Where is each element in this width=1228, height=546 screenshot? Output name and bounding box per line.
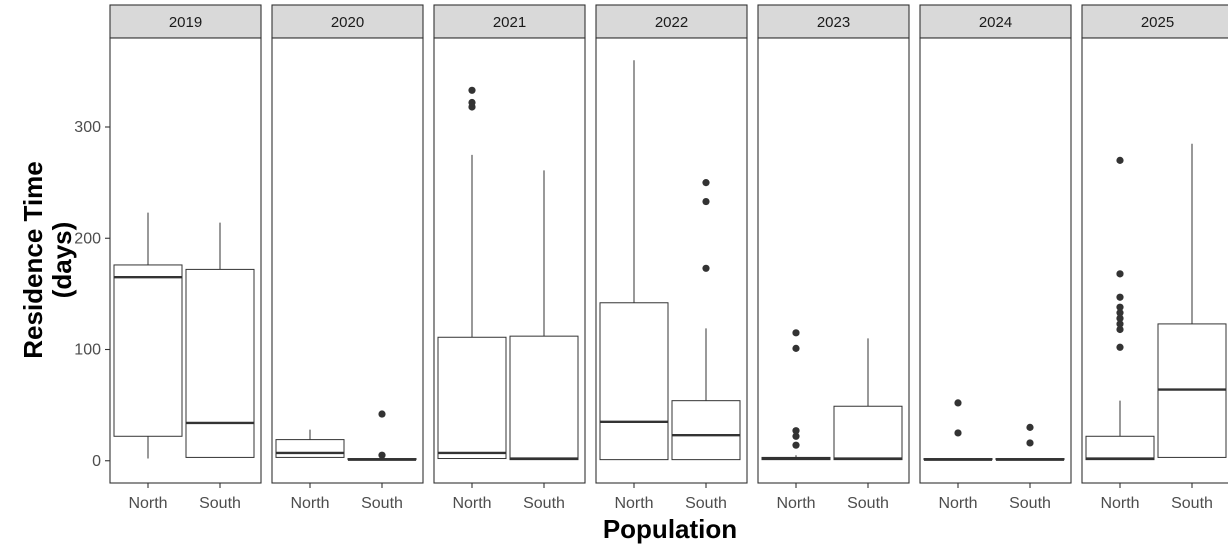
outlier-point bbox=[792, 427, 800, 435]
x-tick-label: South bbox=[847, 495, 889, 512]
facet-strip bbox=[919, 4, 1072, 39]
box-south bbox=[1157, 143, 1227, 458]
outlier-point bbox=[792, 432, 800, 440]
outlier-point bbox=[378, 451, 386, 459]
outlier-point bbox=[468, 98, 476, 107]
box-north bbox=[599, 60, 669, 461]
facet-panel-2020: 2020 North South bbox=[271, 4, 424, 512]
outlier-point bbox=[792, 344, 800, 352]
facet-panel-2019: 2019 North South bbox=[109, 4, 262, 512]
x-tick-label: North bbox=[452, 495, 491, 512]
outlier-point bbox=[468, 86, 476, 94]
outlier-point bbox=[702, 264, 710, 272]
y-tick-label: 300 bbox=[74, 119, 101, 136]
x-tick-label: South bbox=[523, 495, 565, 512]
x-axis-title: Population bbox=[603, 514, 737, 544]
box-north bbox=[761, 329, 831, 461]
outlier-point bbox=[378, 410, 386, 418]
facet-panel-2023: 2023 North South bbox=[757, 4, 910, 512]
y-axis-title: Residence Time (days) bbox=[18, 161, 77, 359]
y-axis-title-line-2: (days) bbox=[47, 222, 77, 299]
outlier-point bbox=[954, 399, 962, 407]
box-south bbox=[833, 338, 903, 461]
x-tick-label: North bbox=[614, 495, 653, 512]
outlier-point bbox=[1026, 439, 1034, 447]
outlier-point bbox=[1116, 156, 1124, 164]
x-tick-label: South bbox=[685, 495, 727, 512]
box-iqr bbox=[437, 336, 507, 460]
y-tick-label: 0 bbox=[92, 453, 101, 470]
outlier-point bbox=[1116, 314, 1124, 322]
box-iqr bbox=[275, 439, 345, 458]
y-tick-label: 200 bbox=[74, 230, 101, 247]
x-tick-label: South bbox=[1171, 495, 1213, 512]
outlier-point bbox=[1116, 270, 1124, 278]
outlier-point bbox=[954, 429, 962, 437]
outlier-point bbox=[1116, 293, 1124, 301]
box-north bbox=[275, 429, 345, 458]
facet-strip bbox=[1081, 4, 1228, 39]
facet-panel-2021: 2021 North South bbox=[433, 4, 586, 512]
facet-strip-label: 2020 bbox=[331, 14, 364, 31]
y-tick-label: 100 bbox=[74, 342, 101, 359]
outlier-point bbox=[792, 329, 800, 337]
facet-strip bbox=[433, 4, 586, 39]
facet-strip bbox=[271, 4, 424, 39]
outlier-point bbox=[1116, 325, 1124, 334]
panel-border bbox=[271, 37, 424, 484]
box-iqr bbox=[833, 405, 903, 461]
facet-strip-label: 2022 bbox=[655, 14, 688, 31]
box-iqr bbox=[671, 400, 741, 461]
facet-strip bbox=[757, 4, 910, 39]
x-tick-label: North bbox=[776, 495, 815, 512]
box-south bbox=[347, 410, 417, 461]
outlier-point bbox=[1116, 309, 1124, 317]
outlier-point bbox=[792, 441, 800, 449]
box-iqr bbox=[599, 302, 669, 461]
facet-strip-label: 2024 bbox=[979, 14, 1012, 31]
y-axis-title-line-1: Residence Time bbox=[18, 161, 48, 359]
box-south bbox=[995, 423, 1065, 461]
box-iqr bbox=[185, 268, 255, 458]
facet-strip-label: 2023 bbox=[817, 14, 850, 31]
x-tick-label: South bbox=[361, 495, 403, 512]
facet-panel-2025: 2025 North South bbox=[1081, 4, 1228, 512]
box-iqr bbox=[113, 264, 183, 437]
outlier-point bbox=[702, 197, 710, 206]
x-tick-label: North bbox=[290, 495, 329, 512]
box-iqr bbox=[509, 335, 579, 461]
box-north bbox=[1085, 156, 1155, 461]
facet-strip bbox=[595, 4, 748, 39]
x-tick-label: North bbox=[1100, 495, 1139, 512]
x-tick-label: North bbox=[938, 495, 977, 512]
box-south bbox=[185, 222, 255, 458]
facet-strip bbox=[109, 4, 262, 39]
facet-panel-2022: 2022 North South bbox=[595, 4, 748, 512]
facet-panels: 2019 North South 2020 North South 2021 North Sou… bbox=[109, 4, 1228, 512]
x-tick-label: South bbox=[1009, 495, 1051, 512]
outlier-point bbox=[1116, 343, 1124, 351]
x-tick-label: North bbox=[128, 495, 167, 512]
panel-border bbox=[919, 37, 1072, 484]
facet-strip-label: 2021 bbox=[493, 14, 526, 31]
outlier-point bbox=[1026, 423, 1034, 431]
x-tick-label: South bbox=[199, 495, 241, 512]
facet-strip-label: 2025 bbox=[1141, 14, 1174, 31]
outlier-point bbox=[702, 179, 710, 187]
outlier-point bbox=[1116, 303, 1124, 311]
box-south bbox=[509, 170, 579, 461]
box-south bbox=[671, 179, 741, 461]
box-north bbox=[437, 86, 507, 460]
facet-panel-2024: 2024 North South bbox=[919, 4, 1072, 512]
y-axis: 0 100 200 300 bbox=[74, 119, 110, 470]
box-north bbox=[113, 212, 183, 459]
box-iqr bbox=[1085, 435, 1155, 461]
facet-strip-label: 2019 bbox=[169, 14, 202, 31]
outlier-point bbox=[1116, 320, 1124, 328]
box-north bbox=[923, 399, 993, 461]
